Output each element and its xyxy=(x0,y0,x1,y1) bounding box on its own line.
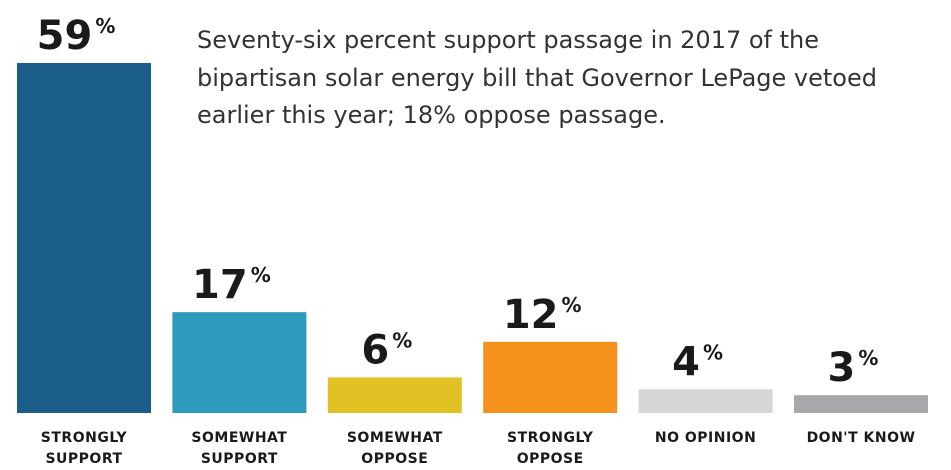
value-suffix: % xyxy=(858,346,878,370)
value-suffix: % xyxy=(95,14,115,38)
annotation: bipartisan solar energy bill that Govern… xyxy=(197,63,877,92)
bar xyxy=(483,341,618,413)
bar xyxy=(172,312,307,413)
value-number: 12 xyxy=(503,292,559,338)
x-tick-label: DON'T KNOW xyxy=(806,430,916,446)
value-label: 6% xyxy=(361,327,412,373)
value-label: 12% xyxy=(503,292,582,338)
value-suffix: % xyxy=(392,328,412,352)
value-suffix: % xyxy=(562,293,582,317)
value-number: 6 xyxy=(361,327,389,373)
x-tick-label: NO OPINION xyxy=(654,430,757,446)
bar xyxy=(17,63,151,413)
value-label: 59% xyxy=(37,13,116,59)
annotation: Seventy-six percent support passage in 2… xyxy=(197,26,820,54)
value-number: 3 xyxy=(828,345,856,391)
value-label: 4% xyxy=(672,339,723,385)
annotation: earlier this year; 18% oppose passage. xyxy=(197,101,666,129)
value-label: 3% xyxy=(828,345,879,391)
bar xyxy=(638,389,773,413)
value-number: 59 xyxy=(37,13,93,59)
value-suffix: % xyxy=(251,263,271,287)
x-tick-label: STRONGLY OPPOSE xyxy=(506,430,594,467)
value-number: 17 xyxy=(192,262,248,308)
x-tick-label: STRONGLY SUPPORT xyxy=(40,430,128,467)
x-tick-label: SOMEWHAT SUPPORT xyxy=(191,430,288,467)
bar xyxy=(327,377,462,413)
value-label: 17% xyxy=(192,262,271,308)
x-tick-label: SOMEWHAT OPPOSE xyxy=(346,430,443,467)
value-number: 4 xyxy=(672,339,700,385)
bar xyxy=(794,395,928,413)
value-suffix: % xyxy=(703,340,723,364)
